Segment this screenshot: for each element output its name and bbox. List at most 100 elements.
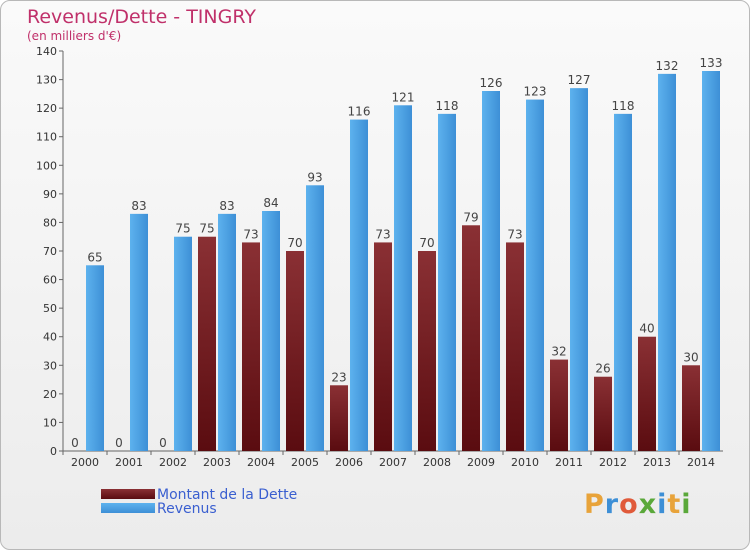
bar-debt [506,242,524,451]
y-tick-label: 100 [36,159,57,172]
data-label-revenue: 121 [392,90,415,104]
x-tick-label: 2011 [555,456,583,469]
bar-debt [638,336,656,451]
x-tick-label: 2014 [687,456,715,469]
legend-swatch-revenue [101,503,155,513]
logo-letter: r [604,489,620,520]
bar-revenue [218,213,236,451]
y-tick-label: 110 [36,131,57,144]
data-label-revenue: 126 [480,76,503,90]
data-label-revenue: 93 [307,170,322,184]
bar-revenue [526,99,544,452]
data-label-debt: 73 [507,227,522,241]
data-label-revenue: 118 [612,99,635,113]
bar-revenue [130,213,148,451]
x-tick-label: 2009 [467,456,495,469]
data-label-debt: 32 [551,345,566,359]
x-tick-label: 2004 [247,456,275,469]
data-label-revenue: 133 [700,56,723,70]
bar-revenue [438,113,456,451]
legend-swatch-debt [101,489,155,499]
logo-letter: x [638,489,658,520]
y-tick-label: 20 [43,388,57,401]
y-tick-label: 10 [43,416,57,429]
data-label-debt: 30 [683,350,698,364]
bar-debt [682,365,700,451]
x-tick-label: 2005 [291,456,319,469]
y-tick-label: 30 [43,359,57,372]
data-label-revenue: 84 [263,196,278,210]
x-tick-label: 2003 [203,456,231,469]
y-tick-label: 140 [36,45,57,58]
x-tick-label: 2000 [71,456,99,469]
bar-debt [198,236,216,451]
data-label-debt: 75 [199,222,214,236]
y-tick-label: 90 [43,188,57,201]
x-tick-label: 2002 [159,456,187,469]
y-tick-label: 0 [50,445,57,458]
data-label-debt: 79 [463,210,478,224]
data-label-debt: 26 [595,362,610,376]
y-tick-label: 40 [43,331,57,344]
x-tick-label: 2010 [511,456,539,469]
x-tick-label: 2007 [379,456,407,469]
chart-subtitle: (en milliers d'€) [27,29,122,43]
data-label-debt: 70 [287,236,302,250]
bar-revenue [658,73,676,451]
logo-letter: i [657,489,668,520]
legend-label-revenue: Revenus [157,501,217,517]
legend-item-revenue: Revenus [101,501,401,517]
x-tick-label: 2012 [599,456,627,469]
x-tick-label: 2008 [423,456,451,469]
data-label-revenue: 83 [219,199,234,213]
data-label-debt: 23 [331,370,346,384]
logo-letter: i [681,489,692,520]
bar-revenue [350,119,368,452]
data-label-revenue: 116 [348,105,371,119]
bar-debt [374,242,392,451]
logo-letter: P [584,489,605,520]
data-label-debt: 73 [375,227,390,241]
bar-debt [594,376,612,451]
data-label-revenue: 83 [131,199,146,213]
legend-item-debt: Montant de la Dette [101,487,401,503]
x-tick-label: 2013 [643,456,671,469]
data-label-debt: 0 [159,436,167,450]
data-label-revenue: 118 [436,99,459,113]
logo-letter: t [667,489,682,520]
y-tick-label: 50 [43,302,57,315]
y-tick-label: 60 [43,274,57,287]
data-label-revenue: 65 [87,250,102,264]
data-label-revenue: 75 [175,222,190,236]
logo-letter: o [619,489,639,520]
bar-debt [418,251,436,451]
legend-label-debt: Montant de la Dette [157,487,298,503]
data-label-debt: 40 [639,322,654,336]
x-tick-label: 2006 [335,456,363,469]
proxiti-logo: Proxiti [584,489,692,520]
data-label-debt: 0 [115,436,123,450]
bar-debt [330,385,348,451]
bar-revenue [394,105,412,452]
bar-revenue [306,185,324,452]
bar-revenue [702,71,720,451]
chart-title: Revenus/Dette - TINGRY [27,6,256,28]
data-label-revenue: 127 [568,73,591,87]
data-label-revenue: 123 [524,85,547,99]
y-tick-label: 130 [36,74,57,87]
data-label-debt: 0 [71,436,79,450]
bar-revenue [174,236,192,451]
bar-debt [286,251,304,451]
bar-revenue [86,265,104,451]
y-tick-label: 70 [43,245,57,258]
data-label-debt: 70 [419,236,434,250]
bar-debt [462,225,480,451]
bar-revenue [482,91,500,451]
data-label-debt: 73 [243,227,258,241]
bar-revenue [570,88,588,452]
y-tick-label: 80 [43,216,57,229]
bar-debt [242,242,260,451]
bar-debt [550,359,568,451]
